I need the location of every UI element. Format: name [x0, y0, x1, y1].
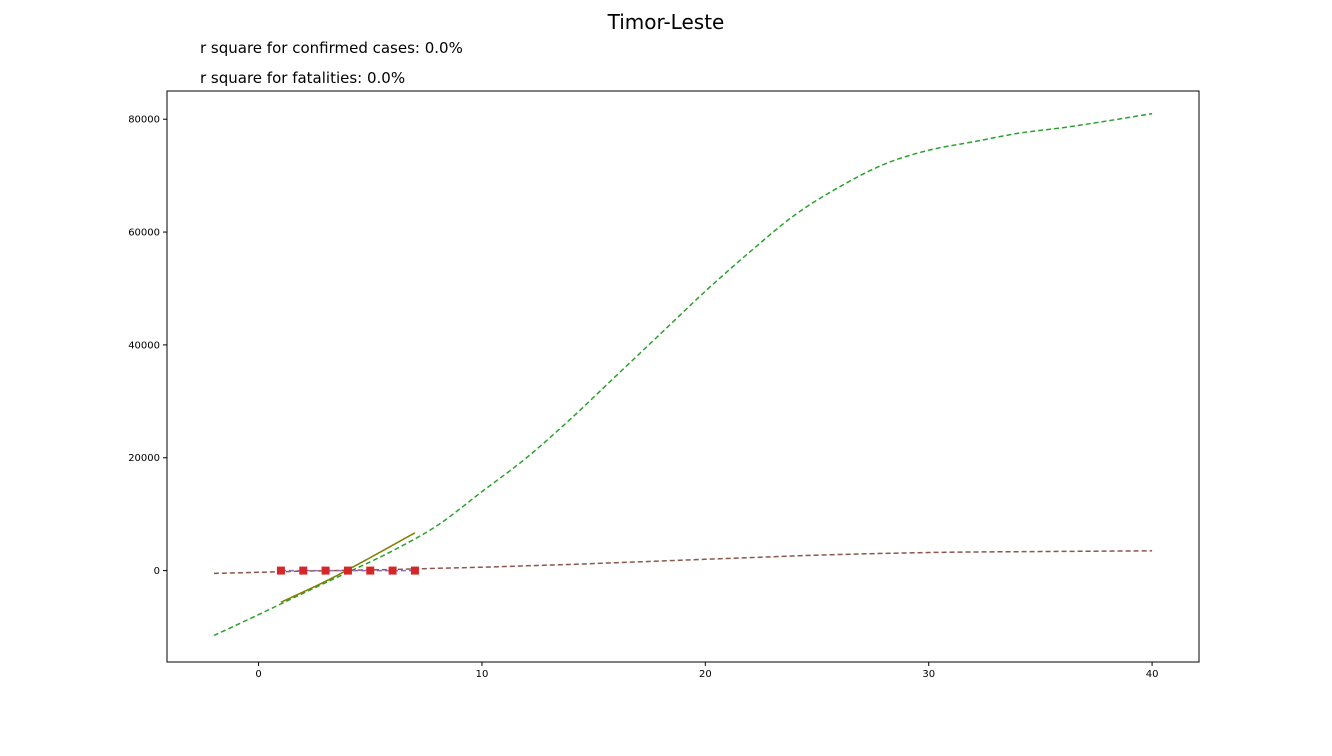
- y-tick-label: 80000: [128, 115, 160, 126]
- y-tick-label: 60000: [128, 228, 160, 239]
- r-square-fatalities-annotation: r square for fatalities: 0.0%: [200, 69, 406, 87]
- data-point-marker: [410, 566, 419, 575]
- data-point-marker: [343, 566, 352, 575]
- series-line-0: [213, 112, 1153, 637]
- x-tick-label: 20: [699, 669, 712, 680]
- marker-layer: [276, 566, 419, 575]
- x-tick-label: 10: [476, 669, 489, 680]
- x-tick-label: 0: [255, 669, 261, 680]
- y-tick-label: 0: [154, 566, 160, 577]
- y-tick-label: 20000: [128, 453, 160, 464]
- y-tick-label: 40000: [128, 340, 160, 351]
- x-tick-label: 40: [1146, 669, 1159, 680]
- chart-title: Timor-Leste: [607, 10, 725, 34]
- x-tick-label: 30: [922, 669, 935, 680]
- data-point-marker: [321, 566, 330, 575]
- series-layer: [213, 112, 1153, 637]
- data-point-marker: [299, 566, 308, 575]
- data-point-marker: [388, 566, 397, 575]
- data-point-marker: [366, 566, 375, 575]
- r-square-confirmed-annotation: r square for confirmed cases: 0.0%: [200, 39, 463, 57]
- data-point-marker: [276, 566, 285, 575]
- plot-frame: [166, 90, 1200, 663]
- axes: 0 10 20 30 40 0 20000 40000 60000 80000: [128, 90, 1200, 680]
